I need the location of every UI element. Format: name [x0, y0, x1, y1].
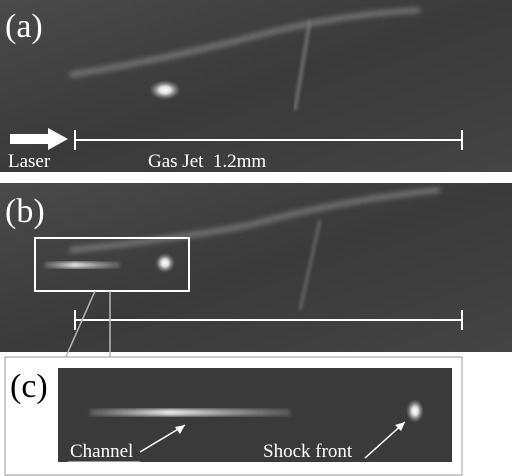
panel-a: (a) Laser Gas Jet 1.2mm — [0, 0, 512, 172]
panel-label: (b) — [5, 193, 45, 230]
image — [0, 0, 512, 172]
panel-label: (c) — [10, 368, 48, 405]
spot — [406, 399, 424, 423]
panel-b: (b) — [0, 183, 512, 352]
annotation: Gas Jet 1.2mm — [148, 151, 266, 172]
annotation: Laser — [8, 151, 51, 172]
panel-label: (a) — [5, 8, 43, 45]
panel-c: (c) Channel Shock front — [5, 357, 462, 475]
annotation: Shock front — [263, 441, 353, 462]
arrow — [10, 134, 50, 144]
spot — [149, 80, 181, 100]
channel — [45, 262, 120, 268]
channel — [90, 409, 290, 416]
figure: (a) Laser Gas Jet 1.2mm (b) (c) Channel … — [0, 0, 512, 476]
annotation: Channel — [70, 441, 133, 462]
spot — [155, 253, 175, 273]
